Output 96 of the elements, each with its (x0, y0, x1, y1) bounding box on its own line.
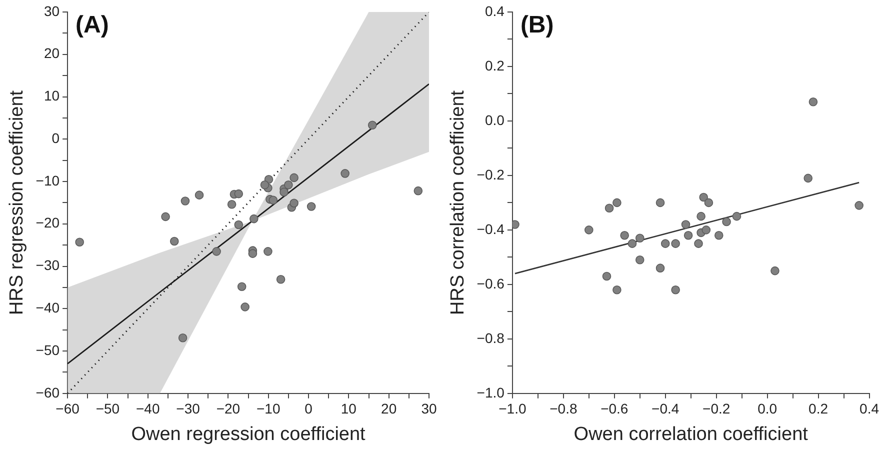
point (368, 120, 377, 130)
y-tick-label: 10 (44, 88, 60, 104)
y-tick-label: 0.0 (484, 112, 505, 128)
point (681, 220, 690, 229)
x-tick-label: 0.2 (808, 400, 828, 417)
x-tick-label: −20 (216, 400, 240, 417)
point (268, 196, 278, 205)
y-tick-label: −0.6 (476, 275, 505, 292)
point (612, 285, 622, 294)
y-axis-title: HRS regression coefficient (6, 90, 28, 315)
point (260, 180, 270, 190)
point (170, 236, 179, 246)
y-tick-label: −60 (36, 384, 60, 400)
point (237, 282, 246, 292)
annotation: (A) (76, 12, 109, 39)
y-tick-label: −50 (36, 342, 60, 358)
point (671, 239, 680, 248)
x-tick-label: 30 (421, 400, 437, 417)
point (656, 264, 665, 272)
x-tick-label: −0.8 (550, 400, 578, 417)
point (854, 201, 864, 210)
x-tick-label: −1.0 (498, 400, 526, 417)
x-tick-label: −0.6 (600, 400, 628, 417)
point (306, 202, 316, 211)
point (584, 226, 594, 234)
y-tick-label: −0.8 (476, 330, 505, 346)
point (635, 256, 644, 264)
point (602, 272, 612, 281)
point (240, 302, 250, 312)
point (671, 285, 680, 294)
x-tick-label: 0.4 (860, 400, 880, 417)
point (684, 230, 693, 240)
x-tick-label: 10 (340, 400, 357, 417)
point (722, 217, 731, 226)
point (227, 200, 236, 209)
x-tick-label: −40 (136, 400, 160, 417)
point (808, 98, 818, 106)
point (340, 169, 350, 178)
point (280, 188, 288, 197)
point (704, 198, 714, 208)
point (290, 198, 298, 208)
point (696, 212, 706, 221)
point (161, 212, 170, 222)
y-tick-label: 0 (52, 130, 60, 146)
y-tick-label: 20 (44, 45, 60, 62)
point (804, 174, 812, 183)
y-tick-label: −30 (36, 257, 60, 274)
point (284, 180, 293, 190)
x-tick-label: 0 (304, 400, 313, 417)
x-tick-label: 20 (381, 400, 397, 417)
point (656, 198, 665, 208)
point (234, 189, 244, 198)
y-tick-label: −1.0 (476, 384, 505, 400)
x-axis-title: Owen regression coefficient (131, 424, 366, 445)
point (702, 226, 711, 234)
x-axis-title: Owen correlation coefficient (574, 424, 809, 445)
point (635, 234, 644, 243)
x-tick-label: −10 (256, 400, 280, 417)
y-tick-label: 0.2 (484, 57, 505, 74)
x-tick-label: −60 (56, 400, 80, 417)
point (620, 230, 629, 240)
y-axis-title: HRS correlation coefficient (448, 90, 469, 315)
point (248, 249, 258, 258)
x-tick-label: −0.2 (702, 400, 730, 417)
point (414, 186, 423, 196)
point (290, 173, 298, 182)
point (264, 247, 272, 256)
y-tick-label: −20 (36, 214, 60, 231)
point (212, 247, 221, 256)
point (276, 275, 286, 284)
point (180, 196, 190, 206)
y-tick-label: −40 (36, 300, 60, 316)
point (194, 190, 204, 200)
point (699, 192, 708, 202)
point (604, 204, 614, 213)
x-tick-label: −30 (176, 400, 200, 417)
point (612, 198, 622, 208)
x-tick-label: 0.0 (758, 400, 778, 417)
x-tick-label: −0.4 (652, 400, 680, 417)
point (770, 266, 780, 276)
point (249, 214, 258, 224)
x-tick-label: −50 (96, 400, 120, 417)
point (714, 230, 724, 240)
point (178, 333, 188, 342)
point (75, 238, 84, 247)
y-tick-label: −0.2 (476, 166, 505, 182)
point (660, 239, 670, 248)
point (694, 239, 703, 248)
point (732, 212, 742, 221)
y-tick-label: 30 (44, 2, 60, 19)
y-tick-label: −10 (36, 172, 60, 188)
point (628, 239, 637, 248)
y-tick-label: 0.4 (484, 2, 505, 19)
y-tick-label: −0.4 (476, 220, 505, 237)
point (234, 220, 244, 230)
annotation: (B) (520, 12, 554, 39)
